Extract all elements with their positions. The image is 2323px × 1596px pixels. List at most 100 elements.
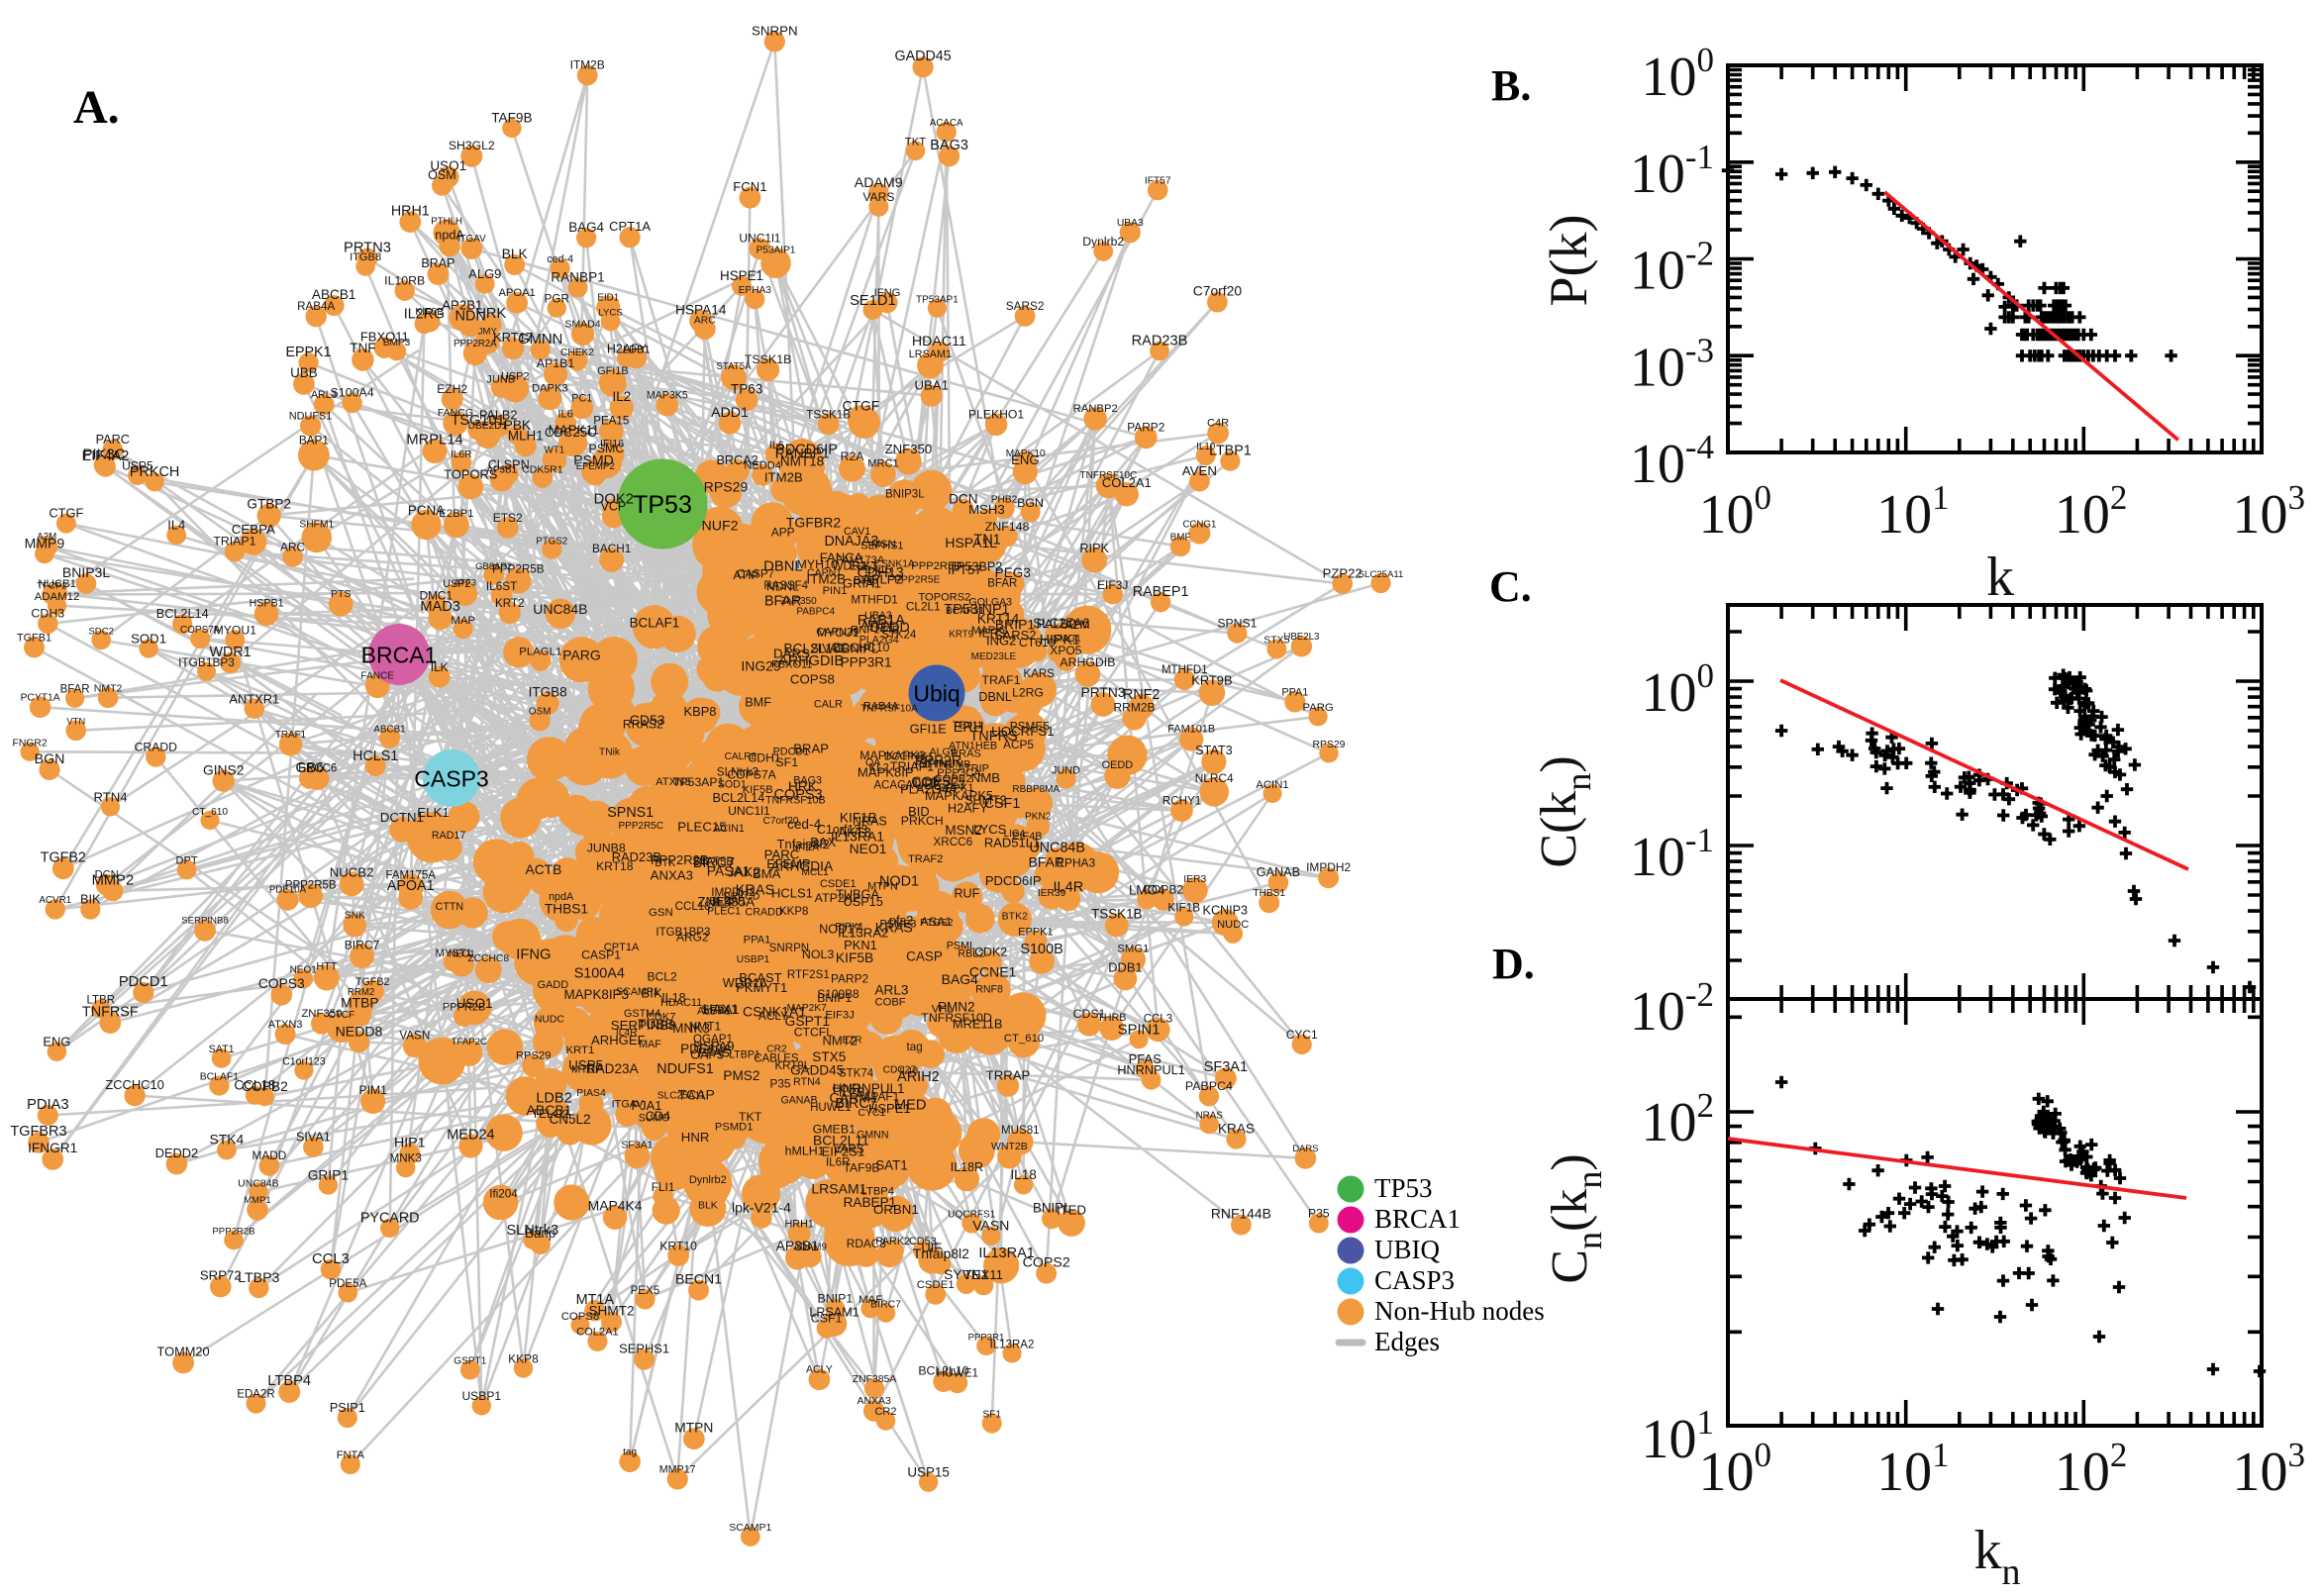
svg-text:NDN: NDN [454,308,485,324]
svg-text:BNIP3L: BNIP3L [885,489,925,501]
svg-text:TP53: TP53 [1374,1173,1433,1203]
svg-text:PMS2: PMS2 [723,1068,759,1083]
svg-text:PDCD6IP: PDCD6IP [985,873,1042,888]
svg-text:MAPK10: MAPK10 [1006,449,1046,459]
svg-text:R2A: R2A [841,449,865,463]
svg-text:CD53: CD53 [630,712,665,728]
svg-text:MNK3: MNK3 [672,1021,710,1036]
svg-text:EPPK1: EPPK1 [939,782,974,794]
svg-text:BRCA1: BRCA1 [1374,1204,1461,1234]
svg-text:CR2: CR2 [766,1045,787,1055]
svg-text:ADAM9: ADAM9 [855,175,903,191]
svg-text:SNRPN: SNRPN [769,942,810,954]
svg-text:CRADD: CRADD [745,907,783,919]
svg-text:AVEN: AVEN [860,618,891,632]
svg-text:SARS2: SARS2 [1006,299,1045,313]
svg-text:CDC27: CDC27 [883,1064,917,1075]
svg-text:STK4: STK4 [210,1132,245,1147]
svg-text:CALR8: CALR8 [725,751,758,762]
svg-text:SF3A1: SF3A1 [701,1003,739,1017]
svg-text:Cn(kn): Cn(kn) [1542,1153,1609,1283]
svg-text:CDH3: CDH3 [31,607,64,621]
svg-text:THBS1: THBS1 [1253,888,1285,899]
svg-text:TOPORS: TOPORS [444,467,497,482]
svg-text:NUCB2: NUCB2 [330,865,374,880]
svg-text:lpk-V21-4: lpk-V21-4 [732,1200,791,1216]
svg-text:DCTN1: DCTN1 [380,810,424,825]
svg-text:PTHLH: PTHLH [431,216,462,227]
svg-text:BIK: BIK [80,892,101,907]
svg-text:GANAB: GANAB [1257,865,1300,879]
svg-text:PARG: PARG [1303,702,1334,714]
svg-text:EPPK1: EPPK1 [285,345,331,360]
svg-text:Dynlrb2: Dynlrb2 [689,1174,727,1186]
svg-text:CALR: CALR [814,699,843,711]
svg-text:TSSK1B: TSSK1B [745,352,792,366]
svg-text:PYCARD: PYCARD [360,1211,420,1227]
svg-text:101: 101 [1876,478,1950,546]
svg-text:10-1: 10-1 [1630,821,1714,888]
svg-text:CEBPA: CEBPA [232,522,275,537]
svg-text:SRP72: SRP72 [200,1268,242,1283]
svg-text:Dynlrb2: Dynlrb2 [1082,235,1124,249]
svg-text:KRT10: KRT10 [659,1239,697,1252]
svg-text:MMP17: MMP17 [659,1463,696,1475]
svg-text:GSPT1: GSPT1 [454,1356,486,1367]
svg-text:BGN: BGN [35,751,65,767]
svg-text:Banp: Banp [854,575,878,587]
svg-text:ITGAV: ITGAV [612,1098,645,1110]
svg-text:k: k [1986,547,2014,608]
svg-text:LYCS: LYCS [598,308,622,319]
svg-text:S100B: S100B [1020,942,1063,957]
svg-text:KRAS: KRAS [1218,1121,1255,1136]
svg-text:COBF: COBF [875,997,906,1009]
svg-text:TKT: TKT [739,1110,762,1124]
svg-text:Non-Hub nodes: Non-Hub nodes [1374,1296,1545,1326]
svg-text:NEDD8: NEDD8 [336,1024,383,1040]
svg-text:KIF1B: KIF1B [1167,900,1200,914]
svg-text:BACH1: BACH1 [592,542,631,555]
svg-text:BAG4: BAG4 [942,971,979,987]
svg-text:GANAB: GANAB [780,1095,817,1107]
svg-text:IL13RA2: IL13RA2 [838,926,888,941]
svg-text:ENG: ENG [43,1034,70,1048]
svg-text:MYST1: MYST1 [435,948,471,959]
svg-text:SARS2: SARS2 [994,628,1037,643]
svg-text:PTGS2: PTGS2 [536,537,567,548]
svg-text:IER39: IER39 [1038,888,1066,899]
svg-text:GB8AP2: GB8AP2 [475,561,512,572]
svg-text:C(kn): C(kn) [1531,755,1598,867]
svg-text:UBA3: UBA3 [1117,218,1144,229]
svg-text:UNC1l1: UNC1l1 [739,231,780,245]
svg-text:RPS29: RPS29 [516,1050,551,1062]
svg-text:ABCB1: ABCB1 [312,287,356,302]
svg-text:BMP3: BMP3 [383,338,411,349]
svg-text:P53AIP1: P53AIP1 [757,245,796,255]
svg-text:FNTA: FNTA [337,1449,365,1461]
svg-text:MYOU1: MYOU1 [817,626,859,640]
svg-text:BAP1: BAP1 [299,434,329,448]
svg-text:NMT2: NMT2 [823,1034,858,1048]
svg-text:PIK3C: PIK3C [83,448,126,463]
svg-text:NDUFS1: NDUFS1 [289,411,333,423]
svg-text:VCP: VCP [600,499,626,513]
svg-text:FCN1: FCN1 [733,179,766,194]
svg-text:ASA1: ASA1 [921,915,953,929]
svg-text:EPHA3: EPHA3 [1057,856,1095,870]
svg-text:TRAF2: TRAF2 [908,853,943,865]
svg-text:RNF2: RNF2 [1123,687,1160,703]
svg-text:RNF8: RNF8 [975,984,1003,996]
svg-text:GFI1E: GFI1E [910,722,948,737]
svg-text:TKT: TKT [905,137,926,149]
svg-text:ITM2B: ITM2B [764,469,803,484]
svg-text:10-3: 10-3 [1630,331,1714,398]
svg-text:BNIP1: BNIP1 [817,991,852,1005]
svg-text:AP3B1: AP3B1 [776,1238,820,1253]
svg-text:SF3A1: SF3A1 [621,1139,653,1150]
svg-text:HRH1: HRH1 [784,1219,813,1231]
svg-text:L2RG: L2RG [1012,686,1044,700]
svg-text:CSDE1: CSDE1 [820,878,857,890]
svg-text:VARS: VARS [862,190,894,204]
svg-text:BCL2L14: BCL2L14 [156,607,209,621]
svg-text:PDCD1: PDCD1 [773,746,810,757]
